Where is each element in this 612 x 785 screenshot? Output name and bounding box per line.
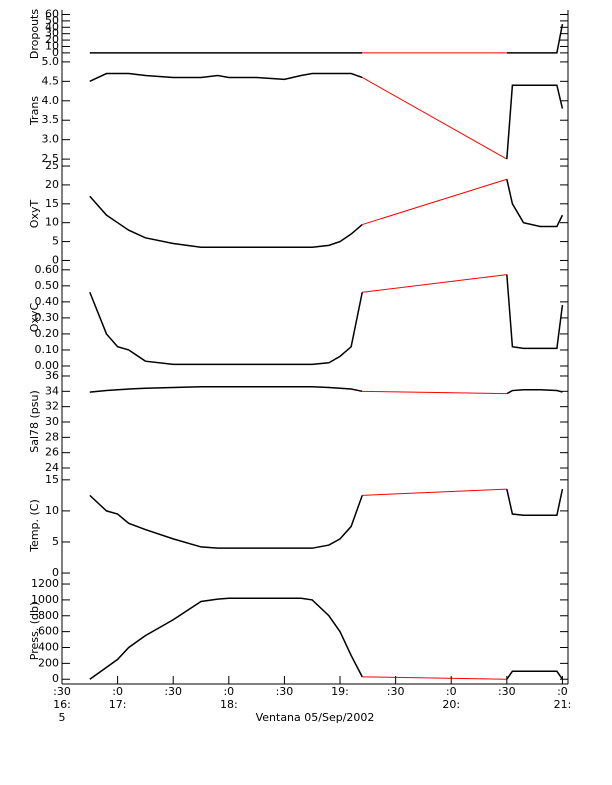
y-tick-label: 5 — [52, 535, 59, 548]
x-tick-label: 5 — [59, 711, 66, 724]
x-tick-label: :30 — [53, 685, 71, 698]
y-axis-label: Trans — [28, 96, 41, 126]
y-tick-label: 36 — [45, 369, 59, 382]
gap-line — [362, 77, 508, 160]
data-line — [89, 72, 363, 83]
x-tick-label: 19: — [331, 685, 349, 698]
x-tick-label: :30 — [387, 685, 405, 698]
data-line — [89, 494, 363, 549]
y-tick-label: 0 — [52, 566, 59, 579]
y-tick-label: 4.0 — [42, 94, 60, 107]
x-tick-label: :0 — [557, 685, 568, 698]
y-tick-label: 0.30 — [35, 311, 60, 324]
data-line — [506, 23, 564, 54]
y-tick-label: 30 — [45, 415, 59, 428]
y-tick-label: 2.5 — [42, 152, 60, 165]
data-line — [506, 389, 563, 395]
y-tick-label: 0.50 — [35, 279, 60, 292]
y-tick-label: 40 — [45, 20, 59, 33]
data-line — [89, 291, 363, 366]
y-tick-label: 400 — [38, 641, 59, 654]
y-tick-label: 800 — [38, 609, 59, 622]
y-tick-label: 20 — [45, 33, 59, 46]
x-tick-label: :30 — [164, 685, 182, 698]
x-tick-label: 18: — [220, 698, 238, 711]
x-tick-label: 16: — [53, 698, 71, 711]
x-tick-label: :0 — [446, 685, 457, 698]
data-line — [506, 274, 564, 350]
y-tick-label: 3.0 — [42, 133, 60, 146]
y-tick-label: 0.40 — [35, 295, 60, 308]
y-tick-label: 5 — [52, 235, 59, 248]
y-tick-label: 20 — [45, 178, 59, 191]
y-tick-label: 0 — [52, 253, 59, 266]
y-tick-label: 1200 — [31, 577, 59, 590]
y-axis-label: OxyT — [28, 200, 41, 229]
data-line — [89, 597, 363, 680]
gap-line — [362, 488, 507, 496]
data-line — [506, 84, 564, 160]
y-tick-label: 600 — [38, 625, 59, 638]
x-tick-label: :30 — [276, 685, 294, 698]
data-line — [506, 488, 564, 516]
y-tick-label: 32 — [45, 400, 59, 413]
gap-line — [362, 390, 507, 395]
y-tick-label: 25 — [45, 159, 59, 172]
y-tick-label: 15 — [45, 473, 59, 486]
y-tick-label: 24 — [45, 461, 59, 474]
y-tick-label: 10 — [45, 39, 59, 52]
y-tick-label: 50 — [45, 14, 59, 27]
y-tick-label: 0.60 — [35, 263, 60, 276]
y-axis-label: Temp. (C) — [28, 499, 41, 553]
x-axis-label: Ventana 05/Sep/2002 — [256, 711, 375, 724]
y-tick-label: 0 — [52, 672, 59, 685]
gap-line — [362, 178, 507, 226]
x-tick-label: :0 — [223, 685, 234, 698]
y-tick-label: 34 — [45, 384, 59, 397]
y-tick-label: 4.5 — [42, 74, 60, 87]
y-axis-label: OxyC — [28, 303, 41, 333]
gap-line — [362, 676, 507, 680]
data-line — [506, 179, 564, 228]
x-tick-label: 20: — [442, 698, 460, 711]
y-axis-label: Dropouts — [28, 9, 41, 59]
x-tick-label: :0 — [112, 685, 123, 698]
x-tick-label: 21: — [554, 698, 572, 711]
y-tick-label: 28 — [45, 430, 59, 443]
data-line — [89, 195, 363, 248]
data-line — [506, 670, 564, 680]
y-tick-label: 200 — [38, 656, 59, 669]
y-tick-label: 26 — [45, 446, 59, 459]
y-tick-label: 3.5 — [42, 113, 60, 126]
y-axis-label: Sal78 (psu) — [28, 390, 41, 453]
y-axis-label: Press. (db) — [28, 602, 41, 661]
y-tick-label: 1000 — [31, 593, 59, 606]
y-tick-label: 5.0 — [42, 55, 60, 68]
y-tick-label: 15 — [45, 197, 59, 210]
y-tick-label: 0 — [52, 46, 59, 59]
y-tick-label: 0.10 — [35, 343, 60, 356]
x-tick-label: :30 — [498, 685, 516, 698]
y-tick-label: 0.20 — [35, 327, 60, 340]
gap-line — [362, 274, 507, 293]
y-tick-label: 0.00 — [35, 359, 60, 372]
x-tick-label: 17: — [109, 698, 127, 711]
data-line — [89, 385, 363, 393]
y-tick-label: 30 — [45, 27, 59, 40]
y-tick-label: 10 — [45, 504, 59, 517]
y-tick-label: 10 — [45, 216, 59, 229]
y-tick-label: 60 — [45, 7, 59, 20]
